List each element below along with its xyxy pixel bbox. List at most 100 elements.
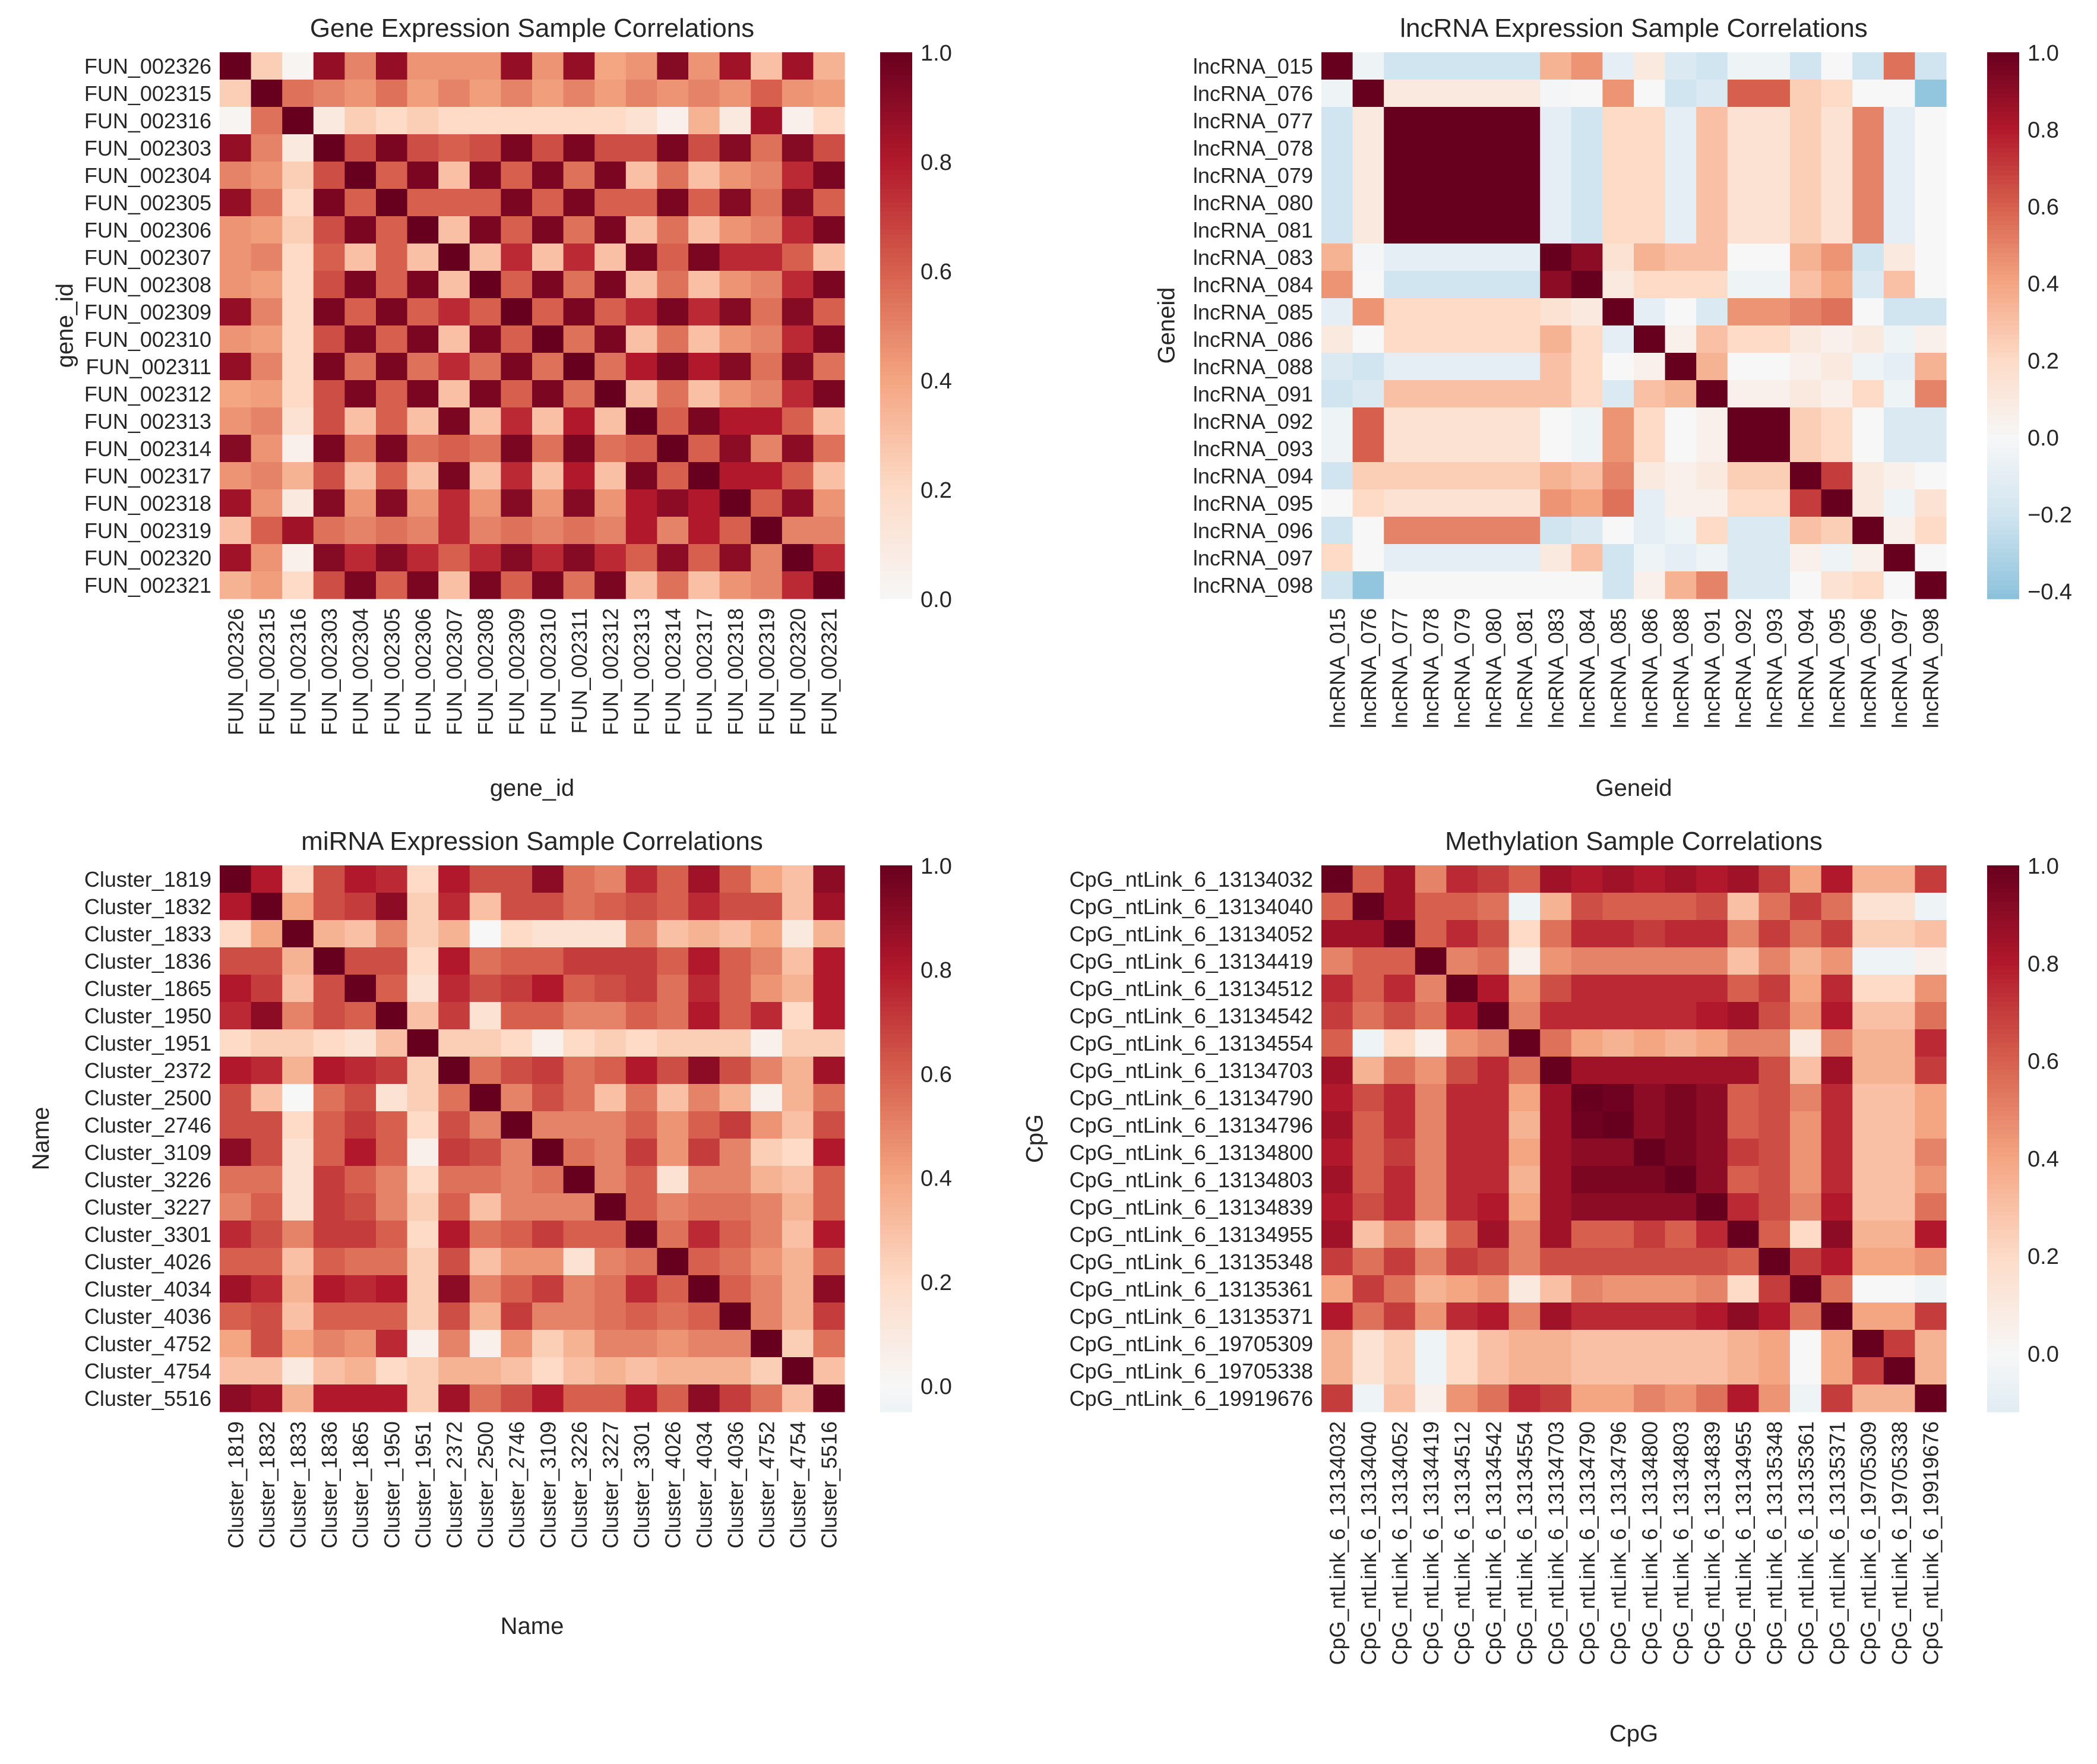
heatmap-cell (344, 1166, 377, 1194)
heatmap-cell (782, 544, 814, 572)
heatmap-cell (563, 134, 595, 162)
heatmap-cell (625, 80, 657, 108)
colorbar-segment (1987, 1147, 2019, 1153)
heatmap-cell (1696, 571, 1728, 599)
heatmap-cell (751, 189, 783, 217)
heatmap-cell (376, 893, 408, 921)
colorbar-segment (1987, 1139, 2019, 1144)
heatmap-cell (719, 80, 751, 108)
heatmap-cell (751, 544, 783, 572)
heatmap-cell (407, 947, 439, 975)
colorbar-segment (880, 56, 912, 62)
heatmap-cell (1446, 134, 1478, 162)
heatmap-cell (282, 80, 314, 108)
heatmap-cell (532, 271, 564, 299)
heatmap-cell (220, 189, 252, 217)
heatmap-cell (1508, 1357, 1541, 1385)
heatmap-cell (563, 216, 595, 244)
heatmap-cell (1727, 865, 1759, 893)
heatmap-cell (251, 1029, 283, 1057)
heatmap-cell (1602, 865, 1634, 893)
colorbar-segment (1987, 480, 2019, 486)
heatmap-cell (1696, 380, 1728, 408)
colorbar-segment (1987, 988, 2019, 994)
colorbar-segment (1987, 544, 2019, 549)
heatmap-cell (1415, 1330, 1447, 1358)
heatmap-cell (251, 865, 283, 893)
heatmap-cell (1790, 1139, 1822, 1166)
heatmap-cell (1602, 462, 1634, 490)
heatmap-cell (1508, 1139, 1541, 1166)
heatmap-cell (501, 1084, 533, 1112)
heatmap-cell (1602, 162, 1634, 189)
colorbar-segment (880, 888, 912, 893)
heatmap-cell (625, 1275, 657, 1303)
heatmap-cell (251, 380, 283, 408)
heatmap-cell (313, 271, 345, 299)
colorbar-segment (1987, 220, 2019, 226)
heatmap-cell (1758, 1139, 1791, 1166)
y-tick-label: CpG_ntLink_6_13134542 (1070, 1004, 1313, 1028)
heatmap-cell (1415, 380, 1447, 408)
heatmap-cell (1883, 865, 1915, 893)
colorbar-segment (1987, 362, 2019, 367)
colorbar-tick-label: 1.0 (921, 854, 952, 879)
heatmap-cell (1352, 1303, 1384, 1330)
colorbar-segment (1987, 289, 2019, 295)
heatmap-cell (282, 1193, 314, 1221)
heatmap-cell (251, 325, 283, 353)
heatmap-cell (1478, 1002, 1510, 1030)
colorbar-segment (880, 1393, 912, 1399)
heatmap-cell (688, 865, 720, 893)
heatmap-cell (469, 271, 501, 299)
heatmap-cell (1321, 244, 1353, 271)
heatmap-cell (1602, 407, 1634, 435)
colorbar-segment (1987, 193, 2019, 199)
heatmap-cell (625, 244, 657, 271)
heatmap-cell (532, 189, 564, 217)
colorbar-segment (880, 589, 912, 595)
heatmap-cell (469, 1303, 501, 1330)
heatmap-cell (1384, 216, 1416, 244)
colorbar: 0.00.20.40.60.81.0 (880, 854, 952, 1412)
heatmap-cell (1321, 544, 1353, 572)
heatmap-cell (220, 435, 252, 463)
heatmap-cell (813, 1002, 845, 1030)
y-tick-label: lncRNA_097 (1193, 546, 1313, 570)
heatmap-cell (1758, 571, 1791, 599)
colorbar-segment (880, 1052, 912, 1057)
heatmap-cell (1415, 52, 1447, 80)
x-tick-label: FUN_002304 (349, 608, 373, 735)
heatmap-cell (1727, 920, 1759, 948)
heatmap-cell (1352, 1221, 1384, 1248)
colorbar-segment (1987, 562, 2019, 568)
colorbar-segment (880, 407, 912, 413)
y-tick-label: CpG_ntLink_6_13134796 (1070, 1113, 1313, 1137)
heatmap-cell (688, 893, 720, 921)
colorbar-segment (880, 1389, 912, 1395)
heatmap-cell (688, 571, 720, 599)
heatmap-cell (1790, 1275, 1822, 1303)
y-tick-label: CpG_ntLink_6_13134419 (1070, 949, 1313, 973)
heatmap-cell (220, 571, 252, 599)
heatmap-cell (282, 162, 314, 189)
heatmap-cell (751, 1303, 783, 1330)
heatmap-cell (220, 1084, 252, 1112)
heatmap-cell (407, 1384, 439, 1412)
x-tick-label: lncRNA_085 (1606, 608, 1631, 728)
heatmap-cell (813, 325, 845, 353)
colorbar-segment (1987, 494, 2019, 500)
colorbar-segment (880, 380, 912, 385)
heatmap-cell (1821, 1111, 1853, 1139)
heatmap-cell (751, 517, 783, 545)
heatmap-cell (532, 325, 564, 353)
heatmap-cell (1384, 435, 1416, 463)
heatmap-cell (751, 216, 783, 244)
colorbar-segment (880, 1084, 912, 1089)
heatmap-cell (1352, 1029, 1384, 1057)
colorbar-segment (1987, 366, 2019, 372)
heatmap-cell (313, 975, 345, 1003)
colorbar-segment (880, 874, 912, 880)
heatmap-cell (532, 1357, 564, 1385)
heatmap-cell (313, 1111, 345, 1139)
